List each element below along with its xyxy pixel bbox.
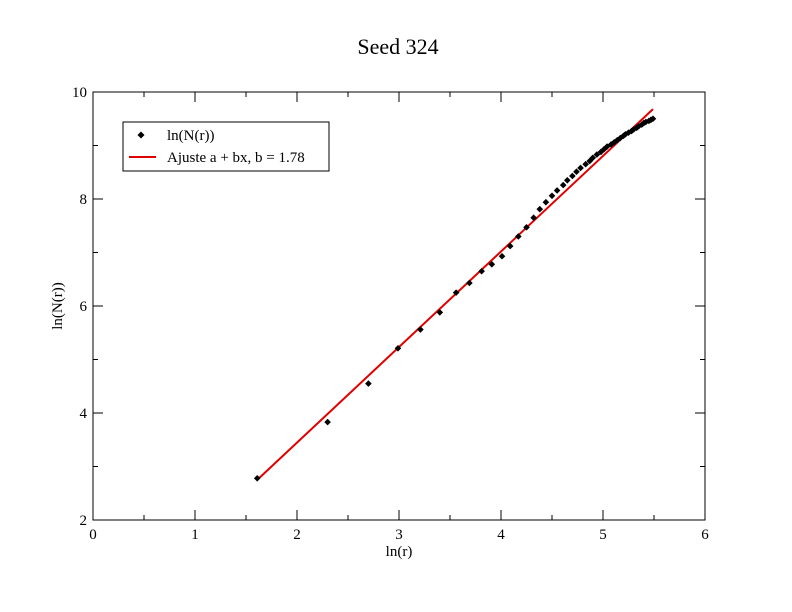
legend: ln(N(r)) Ajuste a + bx, b = 1.78 <box>122 121 330 172</box>
data-point <box>498 252 506 260</box>
x-axis-label: ln(r) <box>386 544 413 560</box>
x-tick-label: 2 <box>293 527 301 543</box>
data-point <box>542 198 550 206</box>
x-tick-label: 5 <box>599 527 607 543</box>
data-point <box>324 418 331 426</box>
y-tick-label: 10 <box>72 85 87 101</box>
data-point <box>523 224 530 231</box>
data-point <box>573 168 580 176</box>
data-point <box>569 172 576 180</box>
data-point <box>593 151 601 158</box>
legend-label-line: Ajuste a + bx, b = 1.78 <box>167 150 305 166</box>
data-point <box>638 121 646 128</box>
x-axis: 0 1 2 3 4 5 6 <box>89 92 709 543</box>
legend-box <box>122 121 330 172</box>
data-point <box>564 176 571 184</box>
data-point <box>530 214 537 222</box>
data-point <box>553 187 561 194</box>
y-tick-label: 2 <box>80 513 88 529</box>
y-tick-label: 6 <box>80 299 88 315</box>
data-point <box>417 326 424 333</box>
data-point <box>506 242 514 250</box>
data-point <box>478 267 485 275</box>
data-point <box>649 115 657 123</box>
scatter-series <box>253 115 657 482</box>
data-point <box>466 279 473 287</box>
data-point <box>559 181 567 189</box>
data-point <box>536 205 544 213</box>
data-point <box>586 157 594 165</box>
y-tick-label: 8 <box>80 192 88 208</box>
data-point <box>365 380 372 387</box>
x-tick-label: 6 <box>701 527 709 543</box>
data-point <box>394 344 402 352</box>
chart-title: Seed 324 <box>357 34 438 59</box>
x-tick-label: 1 <box>191 527 199 543</box>
data-point <box>589 154 597 162</box>
data-point <box>515 233 522 240</box>
x-tick-label: 0 <box>89 527 97 543</box>
data-point <box>548 192 556 200</box>
y-axis: 2 4 6 8 10 <box>72 85 705 529</box>
legend-marker-scatter <box>137 131 145 139</box>
data-point <box>436 309 444 316</box>
legend-label-scatter: ln(N(r)) <box>167 128 214 144</box>
y-tick-label: 4 <box>80 406 88 422</box>
data-point <box>488 260 496 268</box>
data-point <box>452 289 460 296</box>
data-point <box>577 164 584 172</box>
data-point <box>253 474 261 482</box>
data-point <box>625 129 632 136</box>
x-tick-label: 3 <box>395 527 403 543</box>
y-axis-label: ln(N(r)) <box>50 282 66 329</box>
data-point <box>582 160 589 168</box>
x-tick-label: 4 <box>497 527 505 543</box>
